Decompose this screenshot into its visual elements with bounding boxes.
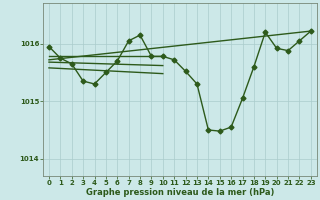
X-axis label: Graphe pression niveau de la mer (hPa): Graphe pression niveau de la mer (hPa) [86,188,274,197]
